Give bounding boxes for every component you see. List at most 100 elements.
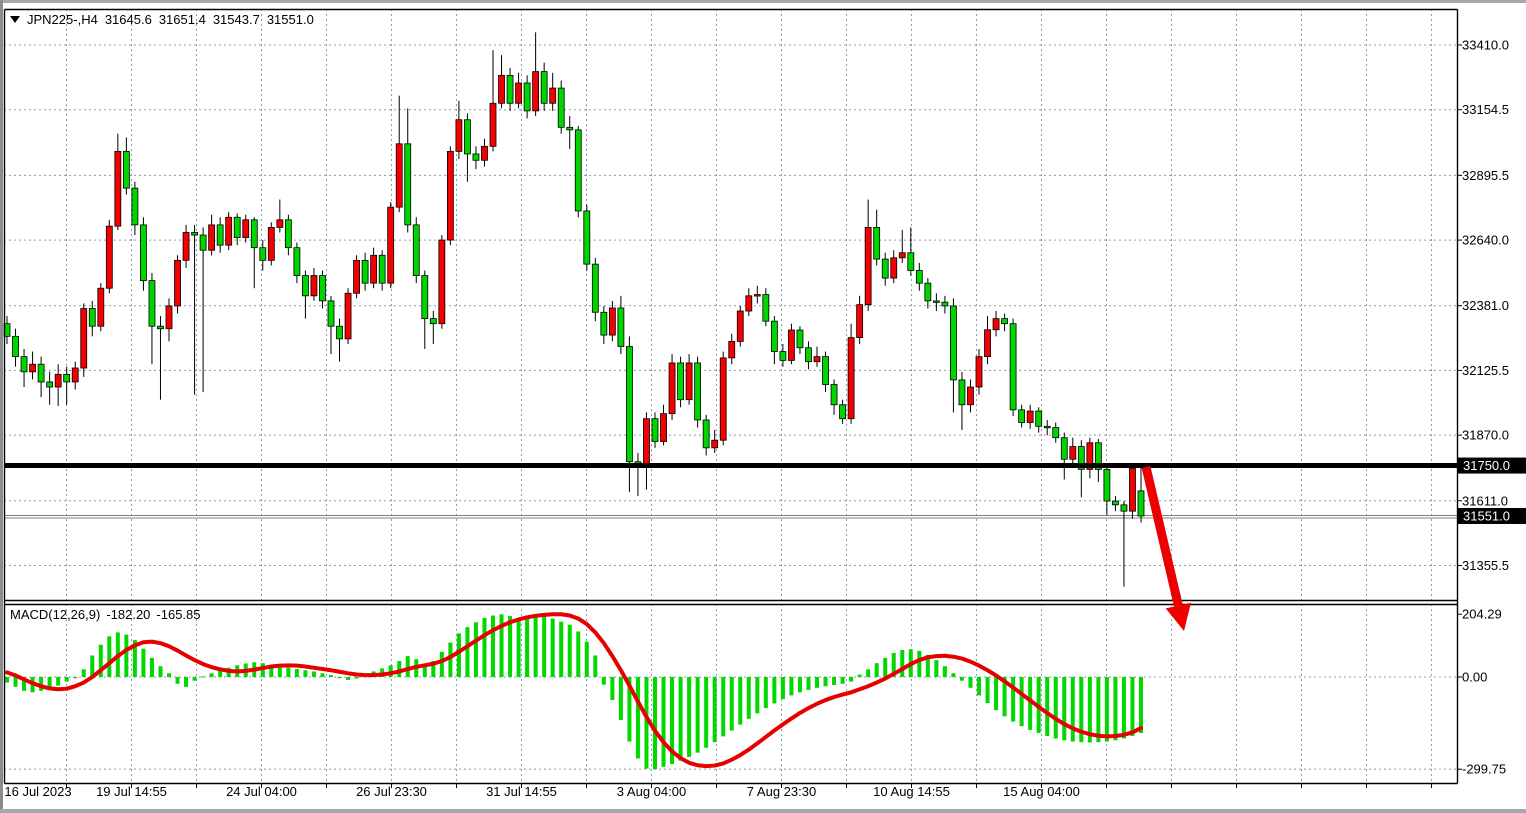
macd-histogram-bar — [789, 677, 794, 696]
ohlc-high: 31651.4 — [158, 12, 206, 27]
arrow-head-icon — [1165, 602, 1191, 631]
candle-body-down — [830, 384, 838, 406]
macd-histogram-bar — [456, 633, 461, 677]
candle — [114, 133, 122, 230]
macd-histogram-bar — [158, 666, 163, 677]
candle — [847, 323, 855, 424]
candle — [1120, 501, 1128, 587]
macd-histogram-bar — [465, 627, 470, 677]
candle-body-up — [1129, 467, 1136, 512]
candle-body-up — [395, 143, 403, 208]
candle-body-down — [1052, 427, 1060, 439]
macd-histogram-bar — [22, 677, 27, 691]
macd-histogram-bar — [107, 636, 112, 677]
candle-body-down — [20, 356, 28, 373]
candle-body-up — [481, 145, 488, 161]
candle-body-down — [250, 219, 258, 249]
macd-histogram-bar — [73, 677, 78, 679]
candle-body-down — [1001, 318, 1008, 325]
candle-body-up — [719, 357, 727, 441]
candle-body-down — [583, 210, 591, 265]
macd-histogram-bar — [1053, 677, 1058, 739]
candle-body-down — [873, 227, 881, 260]
candle — [685, 354, 693, 405]
time-axis-label: 15 Aug 04:00 — [1003, 784, 1080, 799]
candle-body-down — [915, 270, 923, 284]
candle-body-up — [967, 386, 974, 406]
price-axis-label: 33154.5 — [1462, 102, 1509, 117]
candle — [140, 217, 147, 291]
macd-histogram-bar — [508, 616, 513, 677]
candle-body-up — [864, 227, 872, 306]
time-axis-label: 19 Jul 14:55 — [96, 784, 167, 799]
macd-axis[interactable]: 204.29 0.00 -299.75 — [1457, 607, 1506, 777]
macd-histogram-bar — [670, 677, 675, 765]
candle-body-down — [302, 275, 309, 297]
macd-histogram-bar — [942, 666, 947, 677]
candle-body-down — [1060, 437, 1068, 460]
candle-body-up — [856, 304, 864, 339]
candle — [20, 349, 28, 388]
macd-histogram-bar — [704, 677, 709, 748]
macd-histogram-bar — [5, 677, 9, 683]
macd-histogram-bar — [277, 666, 282, 677]
macd-histogram-bar — [354, 677, 359, 679]
candle — [199, 227, 207, 393]
macd-histogram-bar — [977, 677, 981, 696]
candle — [881, 252, 889, 286]
gridlines-layer — [4, 9, 1457, 783]
macd-indicator-label: MACD(12,26,9) -182.20 -165.85 — [10, 607, 201, 622]
candle-body-down — [259, 247, 267, 261]
symbol-dropdown-icon[interactable] — [10, 16, 20, 23]
candle — [446, 146, 454, 246]
candle-body-down — [378, 254, 386, 284]
candle — [88, 300, 96, 337]
candle — [753, 285, 761, 304]
macd-histogram-bar — [473, 622, 478, 677]
macd-histogram-bar — [1139, 677, 1143, 734]
candle — [822, 351, 829, 393]
macd-histogram-bar — [559, 621, 564, 677]
candle-body-down — [694, 362, 702, 421]
candle-body-down — [88, 308, 96, 327]
macd-histogram-bar — [1079, 677, 1084, 743]
macd-axis-label: -299.75 — [1462, 762, 1506, 777]
candle-body-down — [319, 275, 326, 302]
macd-signal-line — [5, 612, 1143, 769]
time-axis[interactable]: 16 Jul 2023 19 Jul 14:55 24 Jul 04:00 26 Ju… — [4, 783, 1432, 799]
candle — [182, 224, 190, 268]
time-axis-label: 24 Jul 04:00 — [226, 784, 297, 799]
candle — [353, 255, 360, 299]
macd-histogram-bar — [1113, 677, 1118, 741]
macd-histogram-bar — [832, 677, 837, 685]
price-axis[interactable]: 33410.0 33154.5 32895.5 32640.0 32381.0 32125… — [1457, 38, 1526, 574]
candle — [574, 126, 582, 218]
candle-body-up — [276, 219, 284, 228]
candle — [583, 204, 591, 271]
candle — [131, 181, 139, 236]
arrow-annotation[interactable] — [1141, 465, 1191, 631]
panel-separator[interactable] — [4, 600, 1457, 605]
candle — [651, 412, 659, 448]
candle-body-down — [122, 151, 130, 189]
bid-price-badge — [1458, 507, 1526, 524]
candle-body-up — [984, 329, 991, 358]
time-axis-label: 10 Aug 14:55 — [873, 784, 950, 799]
candle — [668, 354, 676, 420]
candle-body-down — [932, 300, 940, 303]
macd-signal-value: -165.85 — [156, 607, 201, 622]
macd-histogram-bar — [661, 677, 666, 767]
candle-body-down — [131, 187, 139, 226]
macd-histogram-bar — [47, 677, 52, 689]
candle — [412, 217, 420, 284]
macd-histogram-bar — [422, 664, 427, 677]
macd-histogram-bar — [900, 649, 905, 677]
candle-body-up — [242, 219, 250, 238]
macd-histogram-bar — [533, 614, 538, 677]
macd-histogram-bar — [388, 665, 393, 677]
candle-body-up — [728, 341, 736, 359]
macd-histogram-bar — [329, 675, 333, 677]
macd-histogram-bar — [610, 677, 615, 701]
candle-body-up — [182, 232, 190, 261]
